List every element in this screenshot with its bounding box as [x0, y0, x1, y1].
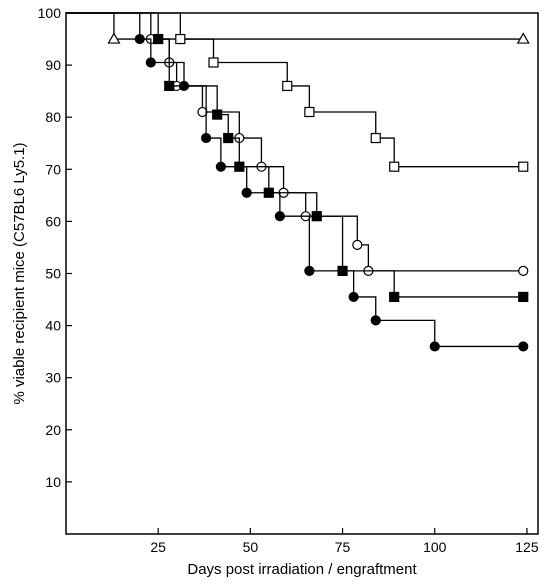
y-tick-label: 10	[45, 474, 61, 490]
y-tick-label: 30	[45, 370, 61, 386]
plot-frame	[65, 12, 539, 535]
y-tick-label: 20	[45, 422, 61, 438]
data-point-filled-square	[518, 291, 529, 303]
data-point-filled-circle	[178, 80, 190, 92]
y-tick-label: 70	[45, 161, 61, 177]
data-point-filled-square	[153, 33, 164, 45]
y-tick-label: 100	[38, 5, 62, 21]
data-point-open-square	[518, 161, 529, 172]
data-point-open-square	[282, 80, 293, 92]
data-point-filled-square	[223, 132, 234, 144]
series-layer	[66, 12, 530, 352]
series-step-line	[66, 12, 524, 272]
data-point-filled-circle	[304, 265, 315, 276]
data-point-filled-square	[389, 291, 400, 303]
axis-ticks: 25 50 75 100 125 10 20 30 40 50 60 70 80 90 100	[38, 5, 539, 555]
series-step-line	[66, 12, 524, 168]
data-point-open-circle	[197, 106, 208, 118]
axes-frame	[65, 12, 539, 535]
data-point-filled-circle	[348, 291, 359, 303]
x-tick-label: 100	[423, 539, 447, 555]
x-axis-title: Days post irradiation / engraftment	[187, 561, 417, 578]
data-point-open-circle	[518, 265, 529, 276]
x-tick-label: 50	[243, 539, 259, 555]
data-point-open-square	[370, 132, 381, 144]
series-open-square	[66, 12, 529, 172]
y-tick-label: 50	[45, 266, 61, 282]
data-point-filled-square	[212, 109, 223, 120]
y-axis-title: % viable recipient mice (C57BL6 Ly5.1)	[11, 142, 28, 404]
series-step-line	[66, 12, 524, 40]
data-point-filled-circle	[215, 161, 226, 172]
data-point-open-circle	[352, 239, 363, 250]
series-step-line	[66, 12, 524, 298]
data-point-filled-circle	[429, 341, 440, 352]
x-tick-label: 125	[515, 539, 539, 555]
data-point-filled-circle	[145, 57, 156, 68]
data-point-filled-square	[311, 211, 322, 222]
data-point-filled-circle	[274, 211, 285, 222]
series-filled-square	[66, 12, 529, 303]
data-point-open-square	[175, 33, 186, 45]
data-point-filled-circle	[134, 33, 145, 45]
x-tick-label: 75	[335, 539, 351, 555]
data-point-filled-circle	[518, 341, 529, 352]
data-point-open-square	[389, 161, 400, 172]
y-tick-label: 80	[45, 109, 61, 125]
series-open-circle	[66, 12, 529, 276]
data-point-filled-square	[164, 80, 175, 92]
data-point-filled-circle	[370, 315, 381, 326]
data-point-open-triangle	[516, 32, 530, 44]
data-point-open-triangle	[107, 32, 121, 44]
x-tick-label: 25	[150, 539, 166, 555]
data-point-filled-circle	[201, 132, 212, 144]
y-tick-label: 60	[45, 213, 61, 229]
y-tick-label: 90	[45, 57, 61, 73]
series-filled-circle	[66, 12, 529, 352]
y-tick-label: 40	[45, 318, 61, 334]
data-point-open-square	[208, 57, 219, 68]
data-point-filled-circle	[241, 187, 252, 198]
data-point-open-square	[304, 106, 315, 118]
